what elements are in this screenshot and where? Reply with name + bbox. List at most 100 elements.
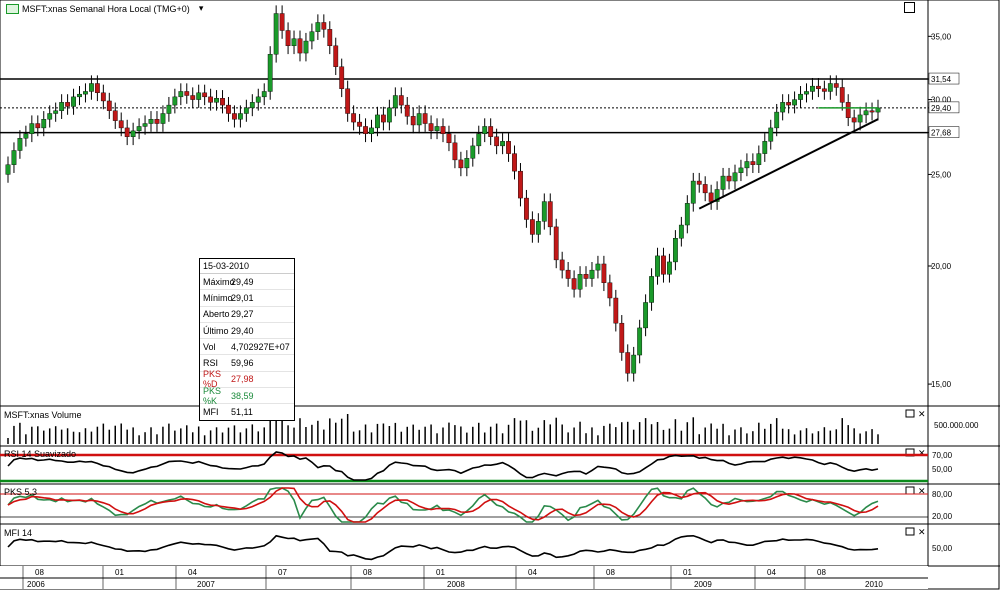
x-tick-label: 04 <box>188 568 197 577</box>
data-window-value: 29,40 <box>231 325 254 336</box>
data-window-key: PKS %D <box>203 369 222 390</box>
candle-body <box>208 96 214 103</box>
candle-body <box>29 123 35 135</box>
pane-close-icon: ✕ <box>918 409 926 419</box>
candle-body <box>732 172 738 182</box>
stoch-d-line <box>7 487 879 523</box>
pane-close-icon: ✕ <box>918 448 926 458</box>
candle-body <box>827 83 833 92</box>
candle-body <box>845 102 851 118</box>
data-window-value: 29,01 <box>231 292 254 303</box>
mfi-axis-label: 50,00 <box>932 544 953 553</box>
candle-body <box>23 133 29 139</box>
candle-body <box>643 302 649 329</box>
rsi-axis-label: 50,00 <box>932 465 953 474</box>
candle-body <box>202 92 208 98</box>
x-tick-label: 08 <box>35 568 44 577</box>
candle-body <box>500 141 505 147</box>
candle-body <box>798 93 803 100</box>
y-tick-label: 35,00 <box>931 32 952 41</box>
candle-body <box>214 98 219 103</box>
candle-body <box>243 107 249 114</box>
candle-body <box>315 22 321 32</box>
candle-body <box>774 111 780 129</box>
pane-maximize-icon <box>905 527 915 536</box>
data-window-row: Máximo 29,49 <box>200 274 294 291</box>
candle-body <box>583 274 589 279</box>
candle-body <box>71 96 76 107</box>
data-window-row: PKS %K 38,59 <box>200 386 294 406</box>
candle-body <box>184 91 190 96</box>
candle-body <box>154 119 160 124</box>
candle-body <box>714 189 720 202</box>
candle-body <box>118 120 124 129</box>
candle-body <box>35 123 41 129</box>
candle-body <box>833 83 839 88</box>
candle-body <box>512 153 517 172</box>
candle-body <box>619 322 625 353</box>
candle-body <box>267 54 273 92</box>
candle-body <box>708 192 714 202</box>
candle-body <box>524 197 529 220</box>
candle-body <box>255 96 261 103</box>
candle-body <box>381 114 386 123</box>
maximize-icon[interactable] <box>904 2 915 13</box>
candle-body <box>124 127 130 137</box>
candle-body <box>297 38 303 54</box>
trendlines <box>698 107 879 210</box>
stoch-axis-label: 80,00 <box>932 490 953 499</box>
candle-body <box>786 102 792 106</box>
candle-body <box>237 113 243 120</box>
candle-body <box>249 102 255 109</box>
chart-title: MSFT:xnas Semanal Hora Local (TMG+0) ▾ <box>6 3 203 14</box>
rsi-title: RSI 14 Suavizado <box>4 449 77 459</box>
candle-body <box>839 87 845 103</box>
candle-body <box>285 30 291 47</box>
price-tag <box>928 72 960 85</box>
candle-body <box>321 22 327 30</box>
candle-body <box>291 38 297 47</box>
data-window-row: Vol 4,702927E+07 <box>200 339 294 356</box>
x-tick-label: 08 <box>363 568 372 577</box>
y-tick-label: 20,00 <box>931 262 952 271</box>
candle-body <box>11 150 17 165</box>
candle-body <box>678 224 684 239</box>
candle-body <box>100 92 106 102</box>
candle-body <box>631 354 637 374</box>
candle-body <box>667 261 672 275</box>
data-window-row: Aberto 29,27 <box>200 307 294 323</box>
pane-maximize-icon <box>905 486 915 495</box>
candle-body <box>661 255 666 275</box>
candle-body <box>261 91 267 98</box>
x-axis: 08 01 04 07 08 01 04 08 01 04 08 2006 2007 2008 2009 20… <box>0 566 928 589</box>
candle-body <box>5 164 11 175</box>
candle-body <box>160 113 166 124</box>
x-tick-label: 08 <box>606 568 615 577</box>
candle-body <box>768 127 774 142</box>
candle-body <box>59 102 65 111</box>
data-window-key: Aberto <box>203 309 230 320</box>
mfi-line <box>7 534 879 561</box>
candle-body <box>756 153 762 165</box>
candle-body <box>273 13 279 55</box>
candle-body <box>17 138 23 151</box>
dropdown-arrow-icon[interactable]: ▾ <box>198 3 204 13</box>
candle-body <box>577 274 583 290</box>
volume-pane: 500.000.000 <box>7 414 979 444</box>
candle-body <box>696 180 702 185</box>
data-window-value: 27,98 <box>231 374 254 385</box>
candle-body <box>172 96 178 106</box>
candle-body <box>488 126 494 137</box>
x-tick-label: 01 <box>436 568 445 577</box>
candle-body <box>226 104 231 114</box>
data-window: 15-03-2010 Máximo 29,49 Mínimo 29,01 Aberto 2… <box>199 258 295 421</box>
candle-body <box>190 95 196 100</box>
candle-body <box>452 142 458 161</box>
data-window-row: Último 29,40 <box>200 323 294 340</box>
candles <box>5 5 881 382</box>
data-window-row: PKS %D 27,98 <box>200 369 294 390</box>
candle-body <box>142 123 148 127</box>
candle-body <box>780 102 786 113</box>
volume-title: MSFT:xnas Volume <box>4 410 82 420</box>
